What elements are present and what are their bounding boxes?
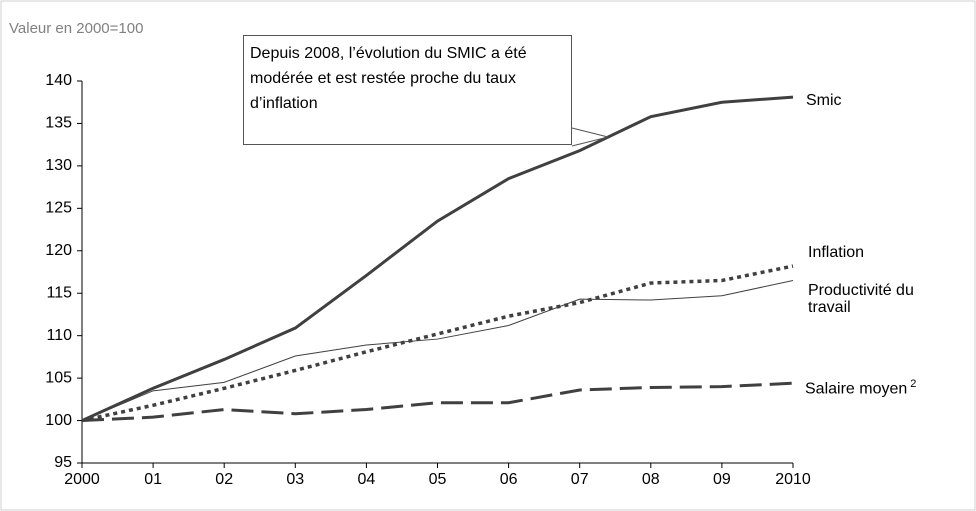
series-line (81, 264, 794, 423)
callout-line (571, 127, 609, 138)
series-line (81, 95, 794, 422)
series-label: Inflation (808, 244, 928, 261)
x-tick-label: 2010 (775, 471, 811, 488)
y-tick-label: 115 (46, 284, 72, 301)
y-axis-label: Valeur en 2000=100 (9, 20, 144, 37)
y-tick-label: 105 (45, 369, 72, 386)
plot: 95 100 105 110 115 120 125 130 135 140 2000 01 02 03 0… (45, 72, 811, 488)
series-name: Salaire moyen (805, 380, 908, 398)
x-tick-label: 03 (286, 471, 304, 488)
y-tick-label: 110 (46, 327, 72, 344)
x-tick-label: 05 (429, 471, 447, 488)
x-tick-label: 09 (713, 471, 731, 488)
series-name: Smic (806, 92, 842, 109)
series-line (81, 381, 794, 423)
series-label: Smic (806, 92, 926, 109)
y-tick-label: 95 (54, 454, 72, 471)
x-tick-label: 04 (358, 471, 376, 488)
x-tick-label: 08 (642, 471, 660, 488)
x-tick-label: 2000 (64, 471, 100, 488)
x-tick-label: 07 (571, 471, 589, 488)
y-tick-label: 140 (45, 72, 72, 89)
series-line (81, 280, 794, 422)
y-tick-label: 100 (45, 412, 72, 429)
x-tick-label: 01 (144, 471, 162, 488)
y-tick-label: 125 (45, 200, 72, 217)
footnote-marker: 2 (910, 378, 917, 390)
x-tick-label: 06 (500, 471, 518, 488)
series-name: Productivité du travail (808, 282, 914, 316)
x-tick-label: 02 (215, 471, 233, 488)
y-tick-label: 130 (45, 157, 72, 174)
series-name: Inflation (808, 244, 865, 261)
series-label: Productivité du travail (808, 282, 928, 316)
y-tick-label: 120 (45, 242, 72, 259)
series-label: Salaire moyen 2 (805, 376, 965, 397)
annotation: Depuis 2008, l’évolution du SMIC a été m… (243, 35, 572, 145)
y-tick-label: 135 (45, 115, 72, 132)
callout-line (571, 136, 609, 147)
